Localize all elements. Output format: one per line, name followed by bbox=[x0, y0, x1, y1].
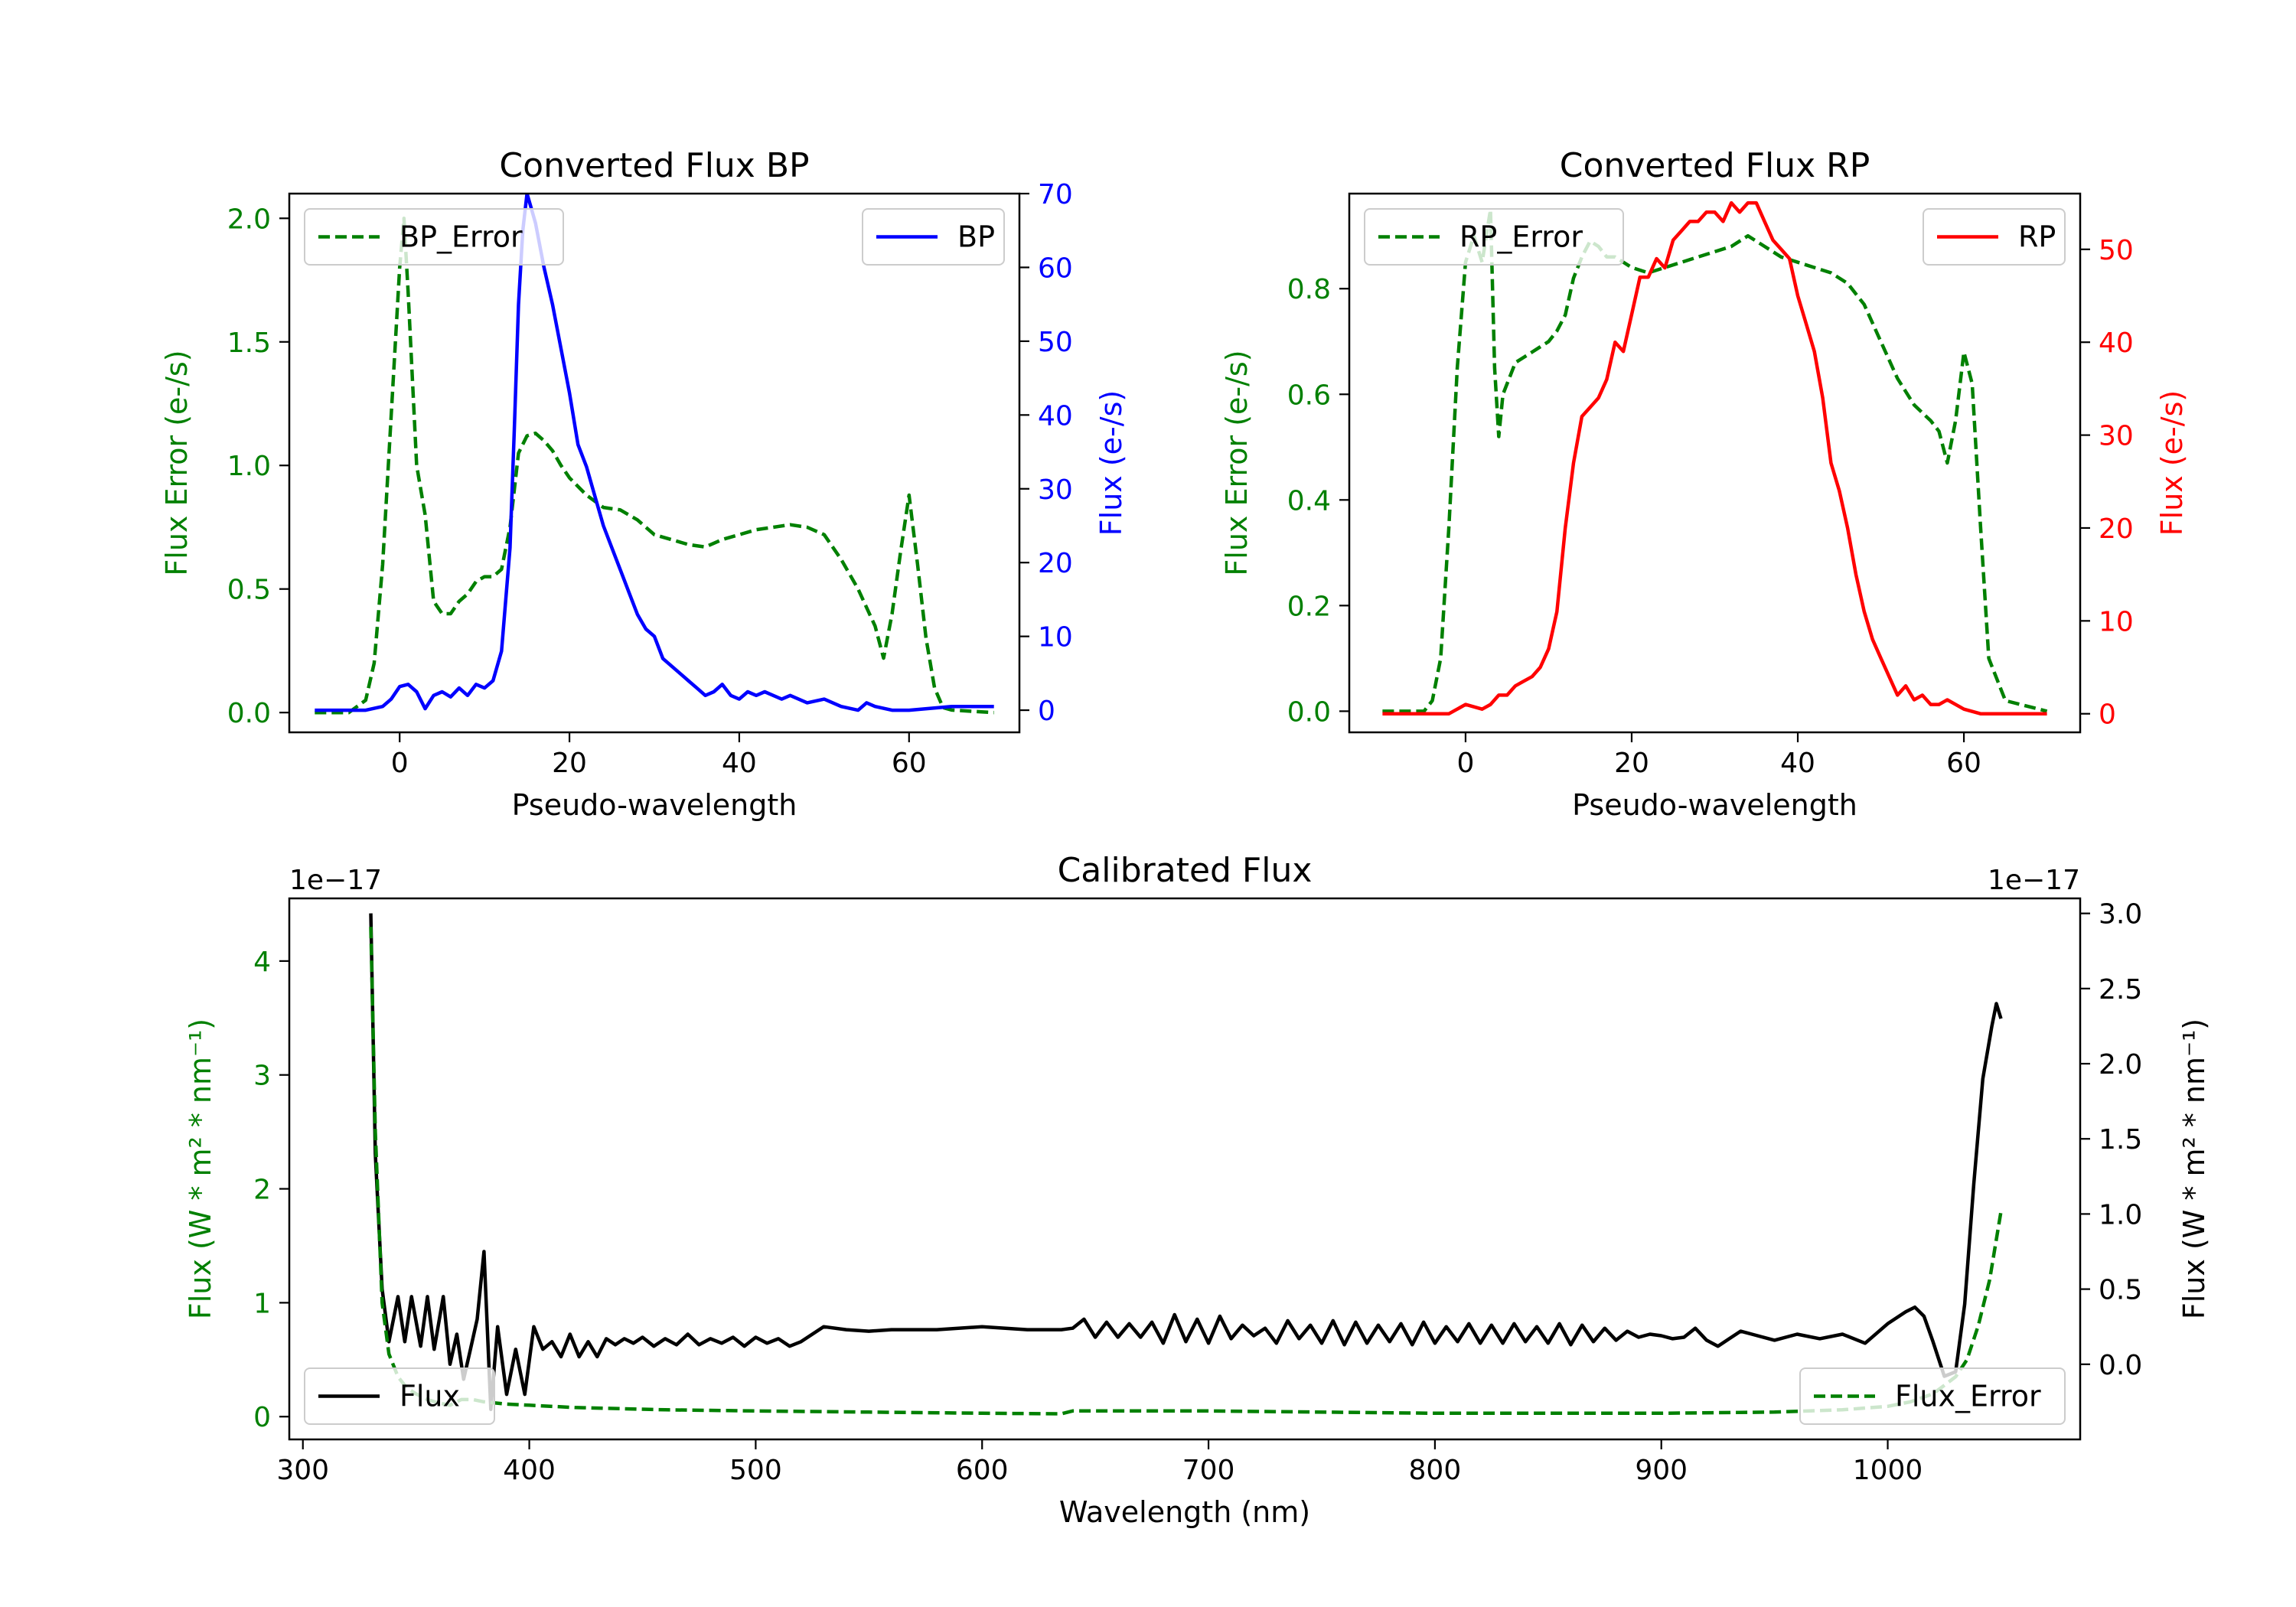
bp-x-tick-label: 0 bbox=[391, 748, 409, 779]
bp-y-left-tick-label: 2.0 bbox=[227, 204, 271, 235]
cal-y-left-tick-label: 0 bbox=[253, 1402, 271, 1433]
bp-y-left-tick-label: 1.0 bbox=[227, 451, 271, 482]
rp-y-right-tick-label: 40 bbox=[2099, 328, 2134, 359]
bp-y-right-tick-label: 40 bbox=[1038, 400, 1073, 432]
bp-y-right-tick-label: 60 bbox=[1038, 253, 1073, 284]
rp-series-rp bbox=[1382, 200, 2047, 715]
bp-y-right-label: Flux (e-/s) bbox=[1094, 390, 1128, 536]
rp-y-left-tick-label: 0.0 bbox=[1287, 696, 1331, 728]
cal-x-tick-label: 800 bbox=[1409, 1455, 1462, 1486]
bp-y-left-tick-label: 0.5 bbox=[227, 575, 271, 606]
bp-y-right-tick-label: 20 bbox=[1038, 548, 1073, 579]
bp-legend-left-label: BP_Error bbox=[400, 220, 523, 254]
bp-y-left-tick-label: 0.0 bbox=[227, 698, 271, 729]
rp-y-right-tick-label: 50 bbox=[2099, 235, 2134, 266]
bp-axes-frame bbox=[288, 192, 1021, 734]
bp-y-right-tick-label: 50 bbox=[1038, 327, 1073, 358]
rp-x-label: Pseudo-wavelength bbox=[1572, 788, 1857, 822]
rp-y-right-tick-label: 20 bbox=[2099, 513, 2134, 545]
cal-y-right-tick-label: 3.0 bbox=[2099, 899, 2142, 931]
rp-x-tick-label: 60 bbox=[1946, 748, 1981, 779]
cal-y-right-tick-label: 0.0 bbox=[2099, 1350, 2142, 1381]
rp-y-left-tick-label: 0.6 bbox=[1287, 380, 1331, 411]
rp-series-rp-error bbox=[1382, 207, 2048, 713]
rp-legend-left-box bbox=[1364, 208, 1624, 266]
bp-x-label: Pseudo-wavelength bbox=[512, 788, 797, 822]
cal-legend-right-label: Flux_Error bbox=[1895, 1380, 2041, 1413]
cal-x-tick-label: 600 bbox=[956, 1455, 1009, 1486]
cal-x-label: Wavelength (nm) bbox=[1059, 1495, 1310, 1529]
cal-offset-right: 1e−17 bbox=[1988, 865, 2080, 896]
cal-y-left-tick-label: 4 bbox=[253, 947, 271, 978]
bp-y-right-tick-label: 0 bbox=[1038, 696, 1055, 727]
cal-plot-area bbox=[289, 898, 2080, 1439]
bp-y-left-tick-label: 1.5 bbox=[227, 328, 271, 359]
cal-y-left-tick-label: 1 bbox=[253, 1288, 271, 1319]
cal-title: Calibrated Flux bbox=[1058, 851, 1313, 890]
bp-y-right-tick-label: 30 bbox=[1038, 474, 1073, 506]
bp-y-right-tick-label: 10 bbox=[1038, 622, 1073, 654]
rp-y-right-tick-label: 30 bbox=[2099, 421, 2134, 452]
bp-x-tick-label: 40 bbox=[722, 748, 757, 779]
rp-x-tick-label: 20 bbox=[1614, 748, 1649, 779]
cal-x-tick-label: 900 bbox=[1635, 1455, 1688, 1486]
cal-y-left-label: Flux (W * m² * nm⁻¹) bbox=[184, 1019, 217, 1319]
rp-y-left-tick-label: 0.4 bbox=[1287, 485, 1331, 517]
cal-legend-right-box bbox=[1799, 1367, 2066, 1425]
rp-y-left-tick-label: 0.8 bbox=[1287, 274, 1331, 305]
rp-y-left-tick-label: 0.2 bbox=[1287, 591, 1331, 622]
cal-x-tick-label: 1000 bbox=[1853, 1455, 1923, 1486]
cal-y-right-tick-label: 1.5 bbox=[2099, 1124, 2142, 1156]
bp-title: Converted Flux BP bbox=[499, 146, 809, 185]
cal-x-tick-label: 500 bbox=[729, 1455, 782, 1486]
cal-legend-left-label: Flux bbox=[400, 1380, 460, 1413]
cal-offset-left: 1e−17 bbox=[289, 865, 382, 896]
cal-series-flux bbox=[369, 913, 2003, 1411]
rp-legend-left-label: RP_Error bbox=[1459, 220, 1583, 254]
cal-y-right-label: Flux (W * m² * nm⁻¹) bbox=[2177, 1019, 2211, 1319]
rp-y-right-tick-label: 0 bbox=[2099, 699, 2116, 731]
cal-x-tick-label: 400 bbox=[503, 1455, 556, 1486]
rp-y-right-label: Flux (e-/s) bbox=[2155, 390, 2189, 536]
bp-legend-left-box bbox=[304, 208, 564, 266]
rp-y-left-label: Flux Error (e-/s) bbox=[1220, 350, 1254, 575]
cal-legend-left-box bbox=[304, 1367, 495, 1425]
cal-y-right-tick-label: 2.5 bbox=[2099, 974, 2142, 1006]
bp-legend-right-label: BP bbox=[957, 220, 995, 254]
cal-axes-frame bbox=[288, 897, 2082, 1441]
bp-x-tick-label: 20 bbox=[552, 748, 587, 779]
bp-x-tick-label: 60 bbox=[892, 748, 927, 779]
rp-legend-right-label: RP bbox=[2018, 220, 2056, 254]
bp-plot-area bbox=[289, 194, 1019, 732]
bp-y-left-label: Flux Error (e-/s) bbox=[160, 350, 194, 575]
rp-y-right-tick-label: 10 bbox=[2099, 606, 2134, 637]
cal-y-right-tick-label: 2.0 bbox=[2099, 1049, 2142, 1081]
rp-x-tick-label: 40 bbox=[1780, 748, 1815, 779]
cal-y-left-tick-label: 2 bbox=[253, 1175, 271, 1206]
cal-y-right-tick-label: 0.5 bbox=[2099, 1275, 2142, 1306]
cal-y-right-tick-label: 1.0 bbox=[2099, 1199, 2142, 1231]
rp-title: Converted Flux RP bbox=[1560, 146, 1870, 185]
cal-x-tick-label: 700 bbox=[1182, 1455, 1235, 1486]
cal-x-tick-label: 300 bbox=[276, 1455, 329, 1486]
bp-y-right-tick-label: 70 bbox=[1038, 179, 1073, 210]
cal-y-left-tick-label: 3 bbox=[253, 1061, 271, 1092]
bp-series-bp-error bbox=[315, 217, 994, 715]
rp-plot-area bbox=[1349, 194, 2080, 732]
rp-axes-frame bbox=[1348, 192, 2082, 734]
rp-x-tick-label: 0 bbox=[1456, 748, 1474, 779]
bp-series-bp bbox=[315, 194, 994, 712]
